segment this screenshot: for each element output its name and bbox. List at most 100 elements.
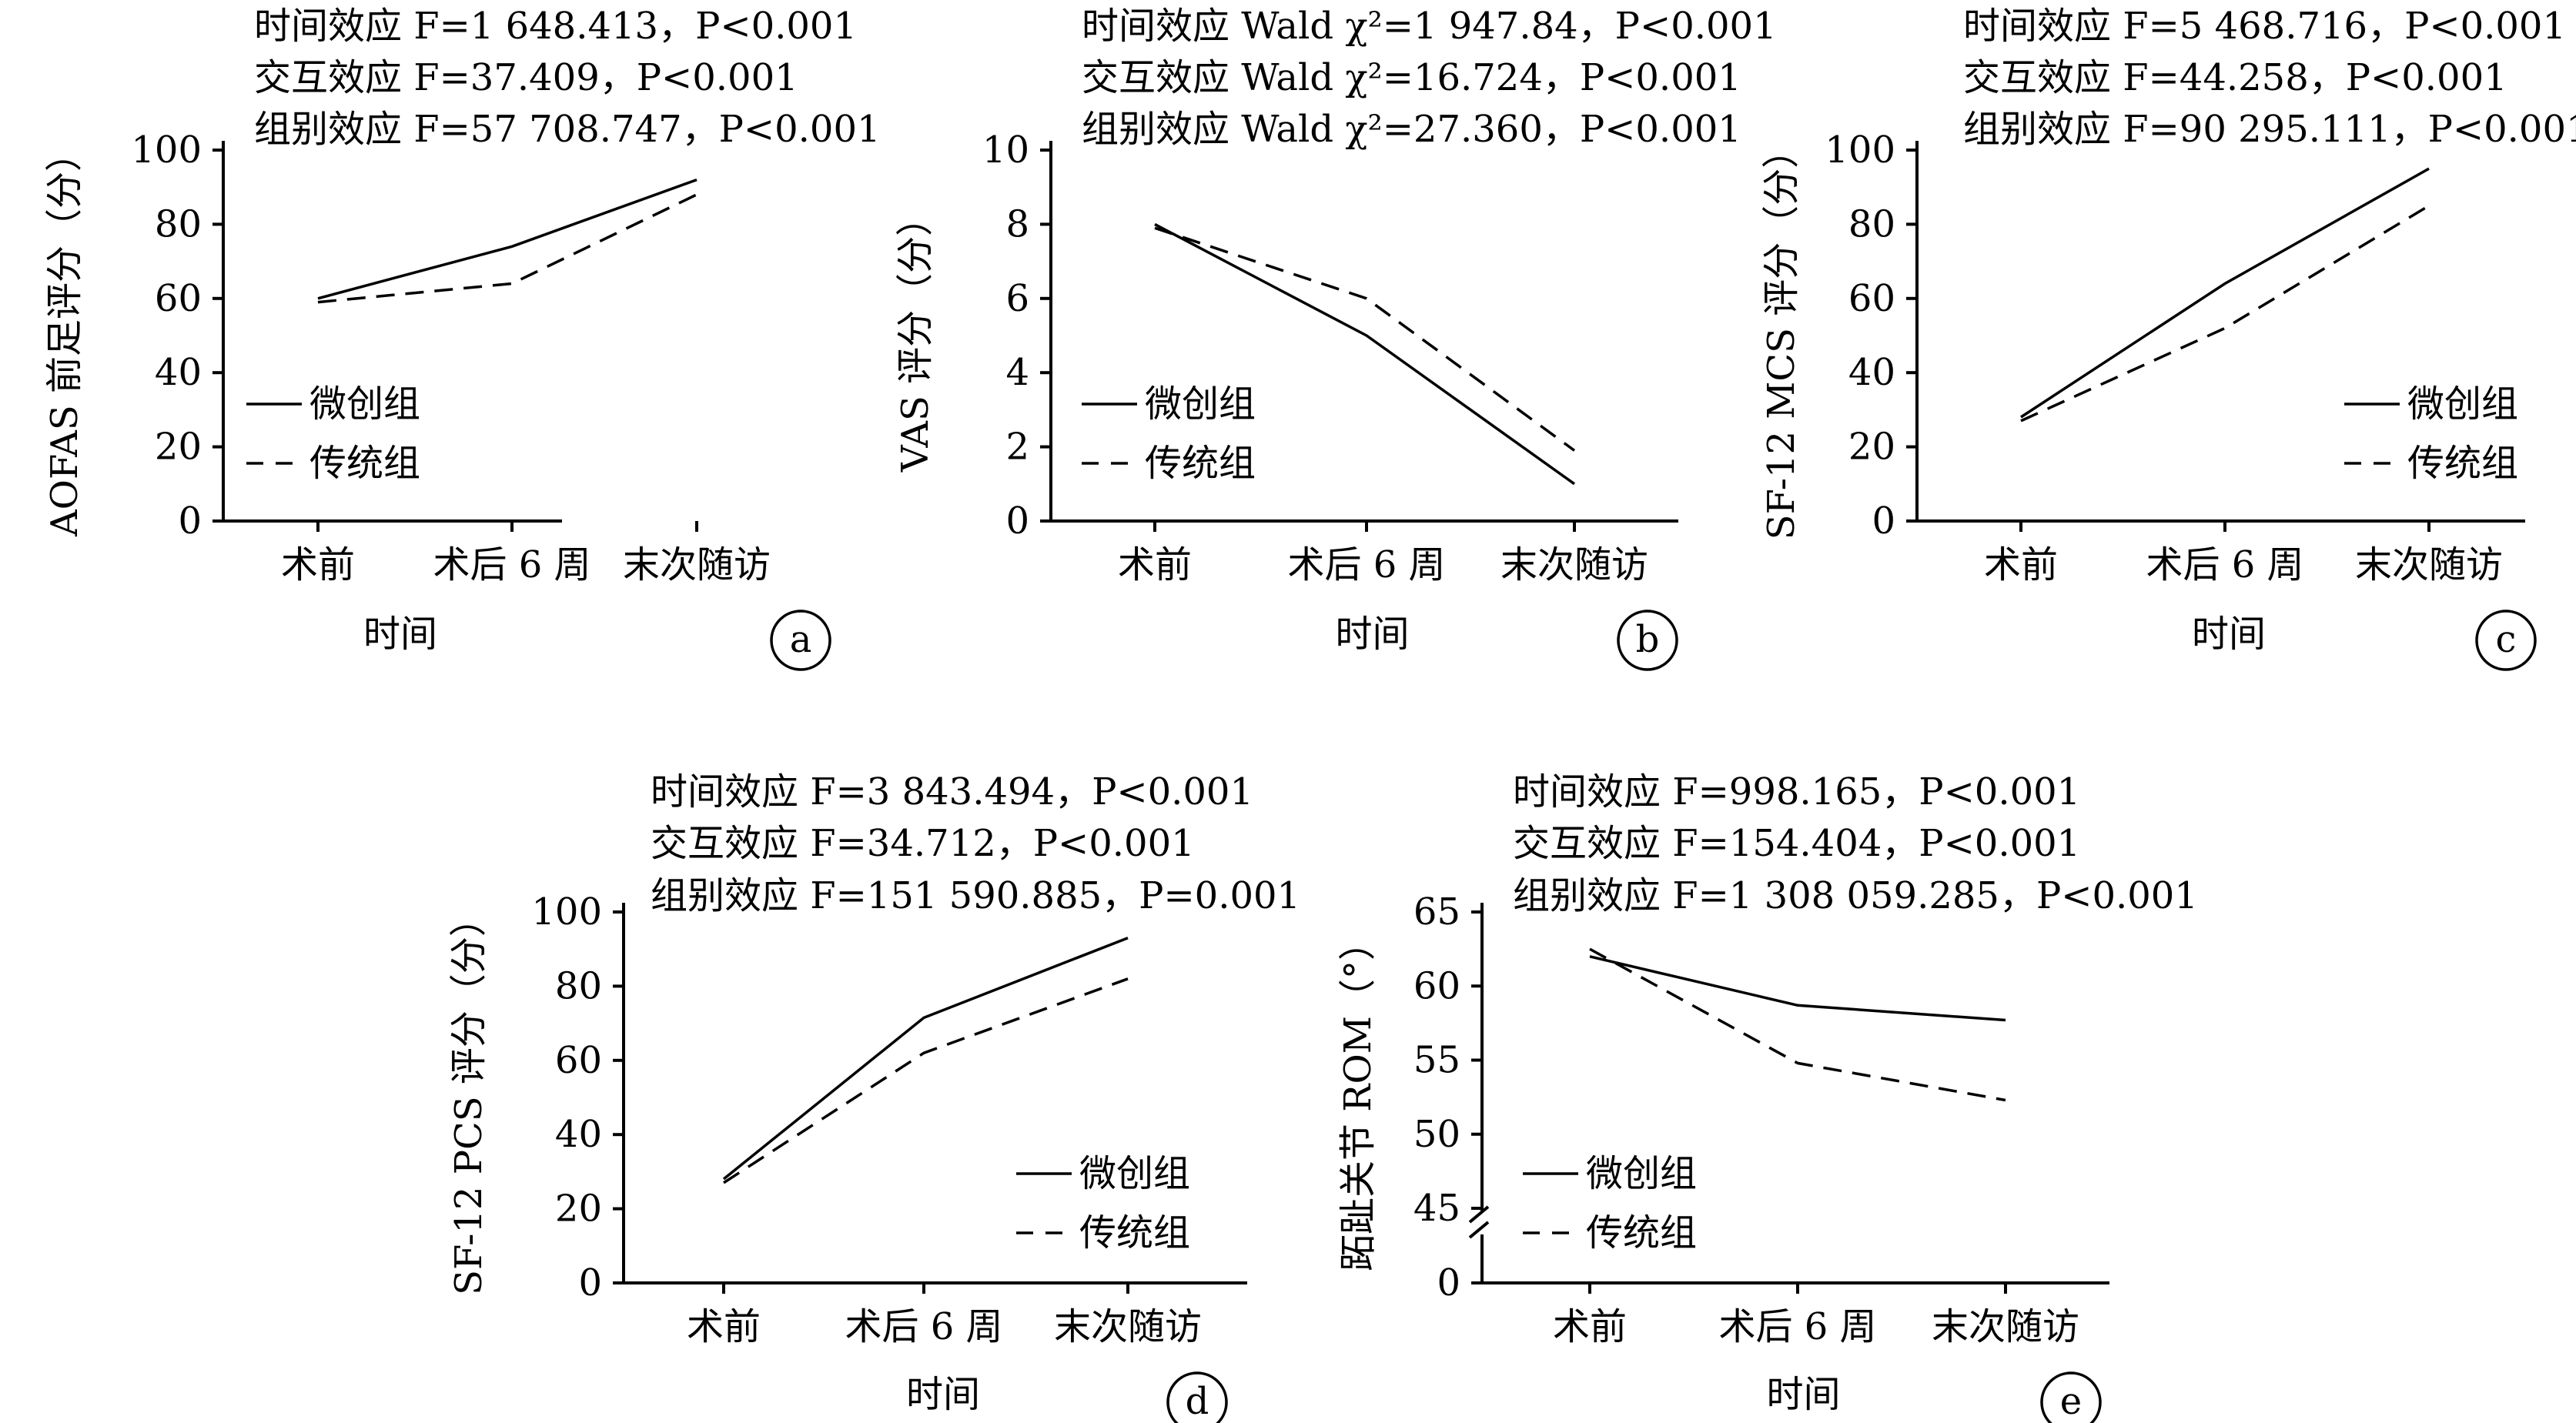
series-line-minimally-invasive bbox=[722, 937, 1129, 1181]
x-tick-label: 术前 bbox=[1984, 543, 2058, 586]
legend-label: 传统组 bbox=[1586, 1211, 1697, 1254]
y-axis-break-mark bbox=[1468, 1205, 1490, 1224]
stats-annotation: 时间效应 Wald χ²=1 947.84，P<0.001 bbox=[1082, 5, 1777, 48]
series-line-traditional bbox=[317, 193, 698, 304]
y-tick-label: 55 bbox=[1413, 1039, 1460, 1082]
panel-label: b bbox=[1636, 618, 1660, 661]
y-tick-label: 6 bbox=[1005, 277, 1029, 320]
y-axis-break-mark bbox=[1468, 1221, 1490, 1239]
y-tick-label: 20 bbox=[1848, 426, 1895, 469]
panel-label: d bbox=[1186, 1380, 1209, 1423]
y-axis-title: VAS 评分（分） bbox=[894, 199, 937, 473]
legend-label: 传统组 bbox=[1079, 1211, 1190, 1254]
stats-annotation: 组别效应 F=57 708.747，P<0.001 bbox=[254, 108, 881, 151]
y-tick-label: 20 bbox=[155, 426, 202, 469]
y-tick-label: 0 bbox=[178, 499, 202, 543]
y-axis-title: SF-12 PCS 评分（分） bbox=[447, 900, 490, 1295]
series-line-minimally-invasive bbox=[1589, 955, 2006, 1022]
y-tick-label: 65 bbox=[1413, 890, 1460, 934]
y-tick-label: 100 bbox=[531, 890, 602, 934]
stats-annotation: 交互效应 F=44.258，P<0.001 bbox=[1963, 56, 2507, 99]
y-tick-label: 60 bbox=[555, 1039, 602, 1082]
y-tick-label: 8 bbox=[1005, 202, 1029, 246]
chart-panel-a: 时间效应 F=1 648.413，P<0.001 交互效应 F=37.409，P<… bbox=[43, 5, 881, 671]
x-axis-title: 时间 bbox=[2192, 613, 2266, 656]
x-tick-label: 术前 bbox=[687, 1305, 761, 1348]
y-tick-label: 100 bbox=[131, 129, 202, 172]
series-line-minimally-invasive bbox=[2020, 167, 2430, 419]
stats-annotation: 时间效应 F=1 648.413，P<0.001 bbox=[254, 5, 857, 48]
y-axis-title: 跖趾关节 ROM（°） bbox=[1337, 924, 1380, 1271]
x-tick-label: 末次随访 bbox=[1932, 1305, 2079, 1348]
stats-annotation: 时间效应 F=998.165，P<0.001 bbox=[1513, 770, 2080, 813]
y-tick-label: 0 bbox=[1005, 499, 1029, 543]
y-tick-label: 40 bbox=[155, 351, 202, 394]
x-tick-label: 末次随访 bbox=[623, 543, 771, 586]
y-tick-label: 0 bbox=[1872, 499, 1895, 543]
y-tick-label: 45 bbox=[1413, 1187, 1460, 1230]
legend-label: 微创组 bbox=[1586, 1152, 1697, 1195]
y-tick-label: 40 bbox=[1848, 351, 1895, 394]
y-tick-label: 80 bbox=[1848, 202, 1895, 246]
y-tick-label: 20 bbox=[555, 1188, 602, 1231]
x-tick-label: 末次随访 bbox=[1500, 543, 1648, 586]
legend-label: 微创组 bbox=[2407, 382, 2518, 426]
x-tick-label: 术前 bbox=[1553, 1305, 1627, 1348]
stats-annotation: 组别效应 F=90 295.111，P<0.001 bbox=[1963, 108, 2576, 151]
x-tick-label: 术后 6 周 bbox=[1287, 543, 1445, 586]
panel-label-circle bbox=[770, 610, 831, 671]
series-line-minimally-invasive bbox=[317, 178, 698, 300]
x-axis-title: 时间 bbox=[906, 1373, 980, 1416]
panel-label: a bbox=[790, 618, 812, 661]
x-tick-label: 术后 6 周 bbox=[1718, 1305, 1876, 1348]
legend-label: 微创组 bbox=[309, 382, 420, 426]
y-tick-label: 60 bbox=[1848, 277, 1895, 320]
stats-annotation: 交互效应 F=34.712，P<0.001 bbox=[651, 822, 1195, 865]
stats-annotation: 时间效应 F=5 468.716，P<0.001 bbox=[1963, 5, 2566, 48]
x-tick-label: 术后 6 周 bbox=[433, 543, 590, 586]
series-line-traditional bbox=[1589, 947, 2006, 1102]
panel-label-circle bbox=[1617, 610, 1678, 671]
x-tick-label: 末次随访 bbox=[1054, 1305, 1202, 1348]
y-tick-label: 10 bbox=[982, 129, 1029, 172]
y-tick-label: 4 bbox=[1005, 351, 1029, 394]
y-axis-title: SF-12 MCS 评分（分） bbox=[1760, 132, 1803, 540]
x-tick-label: 术前 bbox=[281, 543, 355, 586]
x-tick-label: 术前 bbox=[1118, 543, 1192, 586]
legend-label: 传统组 bbox=[2407, 442, 2518, 485]
panel-label-circle bbox=[2040, 1371, 2102, 1423]
x-tick-label: 术后 6 周 bbox=[2146, 543, 2303, 586]
chart-panel-b: 时间效应 Wald χ²=1 947.84，P<0.001 交互效应 Wald χ… bbox=[894, 5, 1777, 671]
panel-label-circle bbox=[1166, 1371, 1228, 1423]
legend-label: 传统组 bbox=[309, 442, 420, 485]
x-tick-label: 末次随访 bbox=[2355, 543, 2503, 586]
y-tick-label: 40 bbox=[555, 1113, 602, 1156]
x-tick-label: 术后 6 周 bbox=[845, 1305, 1002, 1348]
series-line-minimally-invasive bbox=[1154, 222, 1576, 486]
y-tick-label: 50 bbox=[1413, 1113, 1460, 1156]
x-axis-title: 时间 bbox=[1335, 613, 1409, 656]
legend-label: 微创组 bbox=[1145, 382, 1256, 426]
series-line-traditional bbox=[1154, 226, 1576, 452]
y-tick-label: 2 bbox=[1005, 426, 1029, 469]
panel-label-circle bbox=[2475, 610, 2537, 671]
y-tick-label: 100 bbox=[1825, 129, 1895, 172]
series-line-traditional bbox=[2020, 204, 2430, 423]
stats-annotation: 时间效应 F=3 843.494，P<0.001 bbox=[651, 770, 1253, 813]
stats-annotation: 交互效应 F=154.404，P<0.001 bbox=[1513, 822, 2080, 865]
stats-annotation: 组别效应 F=1 308 059.285，P<0.001 bbox=[1513, 874, 2198, 917]
chart-panel-d: 时间效应 F=3 843.494，P<0.001 交互效应 F=34.712，P<… bbox=[447, 770, 1300, 1423]
y-tick-label: 60 bbox=[155, 277, 202, 320]
y-tick-label: 0 bbox=[1437, 1261, 1460, 1304]
stats-annotation: 交互效应 Wald χ²=16.724，P<0.001 bbox=[1082, 56, 1741, 99]
chart-panel-e: 时间效应 F=998.165，P<0.001 交互效应 F=154.404，P<0… bbox=[1337, 770, 2198, 1423]
stats-annotation: 交互效应 F=37.409，P<0.001 bbox=[254, 56, 798, 99]
x-axis-title: 时间 bbox=[363, 613, 437, 656]
y-tick-label: 80 bbox=[555, 964, 602, 1007]
x-axis-title: 时间 bbox=[1766, 1373, 1840, 1416]
y-tick-label: 60 bbox=[1413, 964, 1460, 1007]
panel-label: c bbox=[2496, 618, 2517, 661]
panel-label: e bbox=[2060, 1380, 2082, 1423]
stats-annotation: 组别效应 F=151 590.885，P=0.001 bbox=[651, 874, 1300, 917]
